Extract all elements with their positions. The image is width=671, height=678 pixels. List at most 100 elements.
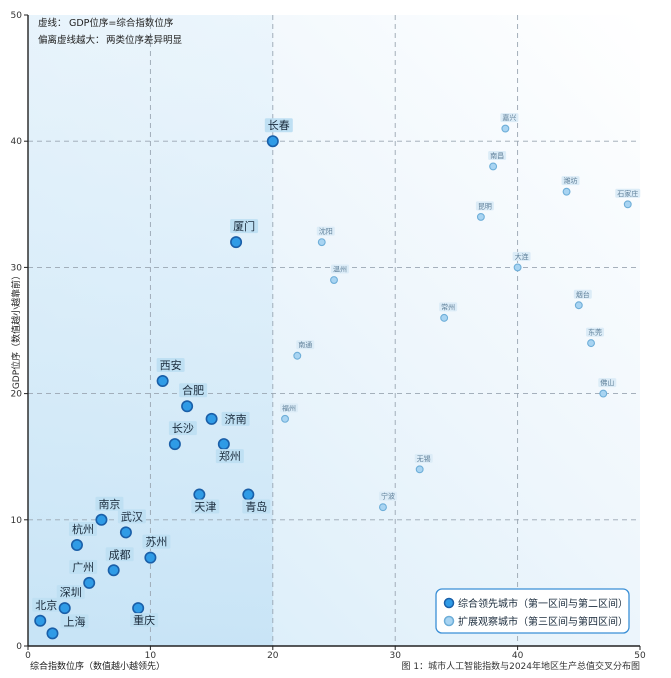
point-昆明 bbox=[476, 212, 485, 221]
point-南通 bbox=[293, 351, 302, 360]
y-axis-title: GDP位序（数值越小越靠前） bbox=[10, 271, 22, 389]
point-label-嘉兴: 嘉兴 bbox=[502, 113, 516, 122]
point-嘉兴 bbox=[501, 124, 510, 133]
plot-frame bbox=[27, 15, 640, 647]
point-青岛 bbox=[242, 488, 255, 501]
x-tick-label: 40 bbox=[512, 651, 524, 661]
point-label-bg bbox=[130, 613, 159, 628]
point-label-bg bbox=[168, 421, 197, 436]
note-line2-text: 两类位序差异明显 bbox=[106, 34, 183, 46]
x-tick-label: 20 bbox=[267, 651, 279, 661]
point-label-bg bbox=[56, 585, 85, 600]
point-label-bg bbox=[179, 383, 208, 398]
point-label-昆明: 昆明 bbox=[478, 202, 492, 210]
point-label-bg bbox=[598, 378, 617, 388]
point-label-南京: 南京 bbox=[98, 497, 120, 511]
point-label-深圳: 深圳 bbox=[60, 586, 82, 599]
point-大连 bbox=[513, 263, 522, 272]
y-tick-label: 30 bbox=[11, 263, 23, 273]
point-label-bg bbox=[60, 614, 89, 629]
y-tick-label: 10 bbox=[11, 516, 23, 526]
point-label-bg bbox=[264, 118, 293, 133]
point-label-温州: 温州 bbox=[333, 265, 347, 274]
point-label-杭州: 杭州 bbox=[72, 522, 94, 536]
point-label-广州: 广州 bbox=[72, 561, 94, 574]
point-广州 bbox=[83, 576, 96, 589]
point-常州 bbox=[440, 313, 449, 322]
point-潍坊 bbox=[562, 187, 571, 196]
point-label-南通: 南通 bbox=[298, 340, 312, 349]
point-西安 bbox=[156, 374, 169, 387]
x-axis-title: 综合指数位序（数值越小越领先） bbox=[30, 660, 165, 672]
point-label-合肥: 合肥 bbox=[182, 383, 204, 397]
point-成都 bbox=[107, 564, 120, 577]
point-label-青岛: 青岛 bbox=[245, 500, 267, 514]
point-苏州 bbox=[144, 551, 157, 564]
point-厦门 bbox=[230, 236, 243, 249]
point-label-武汉: 武汉 bbox=[121, 510, 143, 523]
point-label-北京: 北京 bbox=[35, 598, 57, 612]
legend-label-watch: 扩展观察城市（第三区间与第四区间） bbox=[458, 615, 628, 628]
point-label-福州: 福州 bbox=[282, 403, 296, 412]
figure-caption: 图 1：城市人工智能指数与2024年地区生产总值交叉分布图 bbox=[402, 660, 641, 672]
point-label-bg bbox=[414, 453, 433, 463]
point-label-bg bbox=[105, 547, 134, 562]
point-天津 bbox=[193, 488, 206, 501]
legend-label-lead: 综合领先城市（第一区间与第二区间） bbox=[458, 597, 628, 610]
point-label-bg bbox=[331, 264, 349, 274]
point-佛山 bbox=[599, 389, 608, 398]
y-tick-label: 0 bbox=[16, 642, 22, 652]
axis-ticks: 0 10 20 30 40 50 0 10 20 30 40 50 bbox=[11, 11, 646, 661]
point-label-佛山: 佛山 bbox=[600, 378, 614, 387]
point-北京 bbox=[34, 614, 47, 627]
point-上海 bbox=[46, 627, 59, 640]
point-label-bg bbox=[512, 251, 531, 261]
x-tick-label: 30 bbox=[389, 651, 401, 661]
point-label-bg bbox=[488, 150, 507, 160]
x-tick-label: 50 bbox=[634, 651, 646, 661]
point-label-bg bbox=[378, 491, 397, 501]
point-label-bg bbox=[561, 176, 580, 186]
point-label-bg bbox=[69, 559, 98, 574]
legend-box bbox=[435, 588, 630, 634]
point-label-bg bbox=[117, 509, 146, 524]
point-label-bg bbox=[586, 327, 605, 337]
point-长沙 bbox=[168, 438, 181, 451]
point-南昌 bbox=[489, 162, 498, 171]
point-label-bg bbox=[475, 201, 494, 211]
point-label-济南: 济南 bbox=[225, 412, 247, 426]
point-长春 bbox=[266, 135, 279, 148]
point-温州 bbox=[330, 276, 338, 284]
point-合肥 bbox=[181, 400, 194, 413]
y-tick-label: 40 bbox=[11, 137, 23, 147]
legend: 综合领先城市（第一区间与第二区间） 扩展观察城市（第三区间与第四区间） bbox=[435, 588, 630, 634]
point-label-bg bbox=[68, 522, 97, 537]
point-南京 bbox=[95, 513, 108, 526]
point-label-长沙: 长沙 bbox=[172, 422, 194, 435]
point-杭州 bbox=[70, 539, 83, 552]
x-tick-label: 0 bbox=[25, 651, 31, 661]
point-label-bg bbox=[215, 449, 244, 464]
point-label-bg bbox=[296, 340, 315, 350]
point-label-bg bbox=[32, 597, 61, 612]
point-label-苏州: 苏州 bbox=[145, 536, 167, 549]
point-label-成都: 成都 bbox=[109, 548, 131, 561]
point-label-长春: 长春 bbox=[268, 119, 290, 132]
point-label-厦门: 厦门 bbox=[233, 219, 255, 233]
point-label-东莞: 东莞 bbox=[588, 328, 602, 337]
point-label-bg bbox=[615, 188, 641, 198]
point-石家庄 bbox=[623, 200, 632, 209]
point-label-烟台: 烟台 bbox=[576, 290, 590, 299]
point-label-bg bbox=[500, 113, 519, 123]
legend-marker-lead bbox=[443, 597, 455, 609]
point-济南 bbox=[205, 412, 218, 425]
point-郑州 bbox=[217, 438, 230, 451]
point-武汉 bbox=[119, 526, 132, 539]
point-宁波 bbox=[379, 503, 387, 512]
point-沈阳 bbox=[317, 238, 326, 247]
note-line2-label: 偏离虚线越大： bbox=[38, 34, 105, 46]
y-tick-label: 50 bbox=[11, 11, 23, 21]
